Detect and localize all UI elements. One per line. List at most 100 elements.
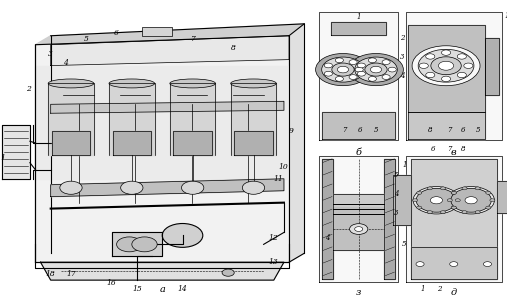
Polygon shape <box>41 262 284 280</box>
Text: 1: 1 <box>421 285 425 293</box>
Polygon shape <box>393 175 411 225</box>
Circle shape <box>121 181 143 194</box>
Circle shape <box>417 191 422 194</box>
Circle shape <box>335 58 343 63</box>
Polygon shape <box>170 83 215 155</box>
Circle shape <box>451 206 456 209</box>
Circle shape <box>324 63 333 68</box>
Circle shape <box>412 46 480 86</box>
Polygon shape <box>411 246 497 279</box>
Polygon shape <box>109 83 155 155</box>
Circle shape <box>335 77 343 81</box>
Polygon shape <box>231 83 276 155</box>
Circle shape <box>182 181 204 194</box>
Text: 5: 5 <box>394 171 398 179</box>
Circle shape <box>350 224 368 235</box>
Ellipse shape <box>170 79 215 88</box>
Circle shape <box>439 61 454 70</box>
Circle shape <box>416 262 424 266</box>
Circle shape <box>349 53 404 86</box>
Circle shape <box>418 49 474 82</box>
Text: а: а <box>159 285 165 294</box>
Circle shape <box>382 60 390 64</box>
Circle shape <box>355 57 397 82</box>
Text: 8: 8 <box>461 145 465 153</box>
Polygon shape <box>411 159 497 279</box>
Circle shape <box>462 211 467 214</box>
Polygon shape <box>331 22 386 35</box>
Text: 13: 13 <box>269 258 278 266</box>
Circle shape <box>441 211 446 214</box>
Circle shape <box>490 199 495 202</box>
Text: 5: 5 <box>402 240 407 248</box>
Polygon shape <box>333 194 384 207</box>
Circle shape <box>162 224 203 247</box>
Text: 1: 1 <box>402 161 407 169</box>
Circle shape <box>451 191 456 194</box>
Circle shape <box>371 66 382 73</box>
Text: 2: 2 <box>400 34 404 41</box>
Text: 10: 10 <box>279 163 288 171</box>
Circle shape <box>451 188 491 212</box>
Circle shape <box>315 53 370 86</box>
Circle shape <box>426 72 435 78</box>
Text: 7: 7 <box>342 126 347 134</box>
Circle shape <box>388 67 396 72</box>
Circle shape <box>442 50 451 55</box>
Circle shape <box>416 188 457 212</box>
Circle shape <box>441 187 446 190</box>
Circle shape <box>419 63 428 69</box>
Text: 6: 6 <box>114 29 119 37</box>
Circle shape <box>451 191 456 194</box>
Polygon shape <box>322 159 333 279</box>
Circle shape <box>357 71 366 76</box>
Circle shape <box>426 54 435 59</box>
Text: 8: 8 <box>427 126 432 134</box>
Text: д: д <box>451 288 457 297</box>
Circle shape <box>117 237 142 252</box>
Circle shape <box>457 72 466 78</box>
Polygon shape <box>112 232 162 256</box>
Text: 2: 2 <box>402 190 407 198</box>
Circle shape <box>451 206 456 209</box>
Polygon shape <box>322 112 395 139</box>
Circle shape <box>430 197 443 204</box>
Polygon shape <box>51 179 284 197</box>
Polygon shape <box>497 181 507 213</box>
Text: 1: 1 <box>356 13 361 21</box>
Polygon shape <box>48 83 94 155</box>
Polygon shape <box>333 207 384 250</box>
Polygon shape <box>35 36 289 262</box>
Polygon shape <box>406 156 502 282</box>
Polygon shape <box>2 125 30 179</box>
Text: 6: 6 <box>461 126 465 134</box>
Text: 12: 12 <box>269 235 278 242</box>
Circle shape <box>417 206 422 209</box>
Circle shape <box>475 187 480 190</box>
Text: 1: 1 <box>504 12 507 20</box>
Circle shape <box>427 187 432 190</box>
Text: 7: 7 <box>447 145 451 153</box>
Circle shape <box>465 197 477 204</box>
Text: 17: 17 <box>66 270 76 278</box>
Polygon shape <box>384 159 395 279</box>
Text: 14: 14 <box>177 285 188 293</box>
Polygon shape <box>51 36 289 66</box>
Text: 1: 1 <box>0 154 5 162</box>
Text: 6: 6 <box>430 145 435 153</box>
Circle shape <box>222 269 234 276</box>
Circle shape <box>431 57 461 75</box>
Polygon shape <box>319 156 398 282</box>
Circle shape <box>382 75 390 80</box>
Text: 3: 3 <box>402 215 407 223</box>
Circle shape <box>486 206 491 209</box>
Circle shape <box>462 187 467 190</box>
Text: 15: 15 <box>132 285 142 293</box>
Circle shape <box>442 76 451 82</box>
Text: 7: 7 <box>190 35 195 43</box>
Circle shape <box>413 187 460 214</box>
Polygon shape <box>408 112 485 139</box>
Polygon shape <box>35 24 304 45</box>
Circle shape <box>132 237 157 252</box>
Circle shape <box>447 199 452 202</box>
